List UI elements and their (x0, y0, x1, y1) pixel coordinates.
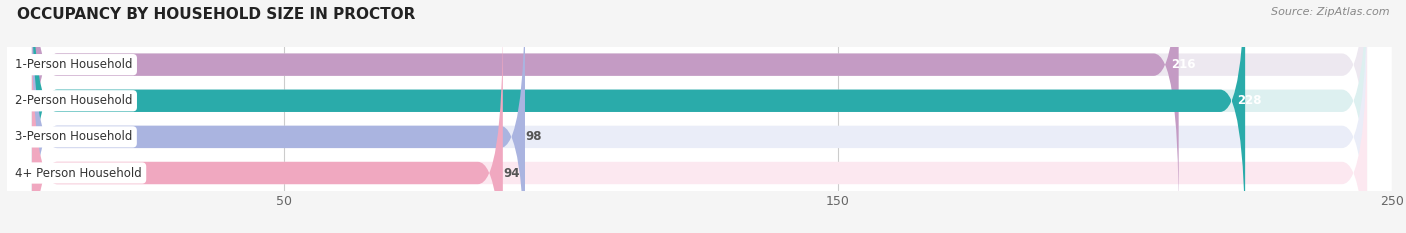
Text: 94: 94 (503, 167, 519, 179)
Text: Source: ZipAtlas.com: Source: ZipAtlas.com (1271, 7, 1389, 17)
Text: 228: 228 (1237, 94, 1261, 107)
FancyBboxPatch shape (32, 22, 1367, 233)
Text: 2-Person Household: 2-Person Household (15, 94, 132, 107)
Text: 98: 98 (524, 130, 541, 143)
FancyBboxPatch shape (32, 0, 1246, 233)
Text: OCCUPANCY BY HOUSEHOLD SIZE IN PROCTOR: OCCUPANCY BY HOUSEHOLD SIZE IN PROCTOR (17, 7, 415, 22)
FancyBboxPatch shape (32, 0, 524, 233)
FancyBboxPatch shape (32, 0, 1367, 233)
FancyBboxPatch shape (32, 0, 1367, 216)
FancyBboxPatch shape (32, 0, 1367, 233)
Text: 1-Person Household: 1-Person Household (15, 58, 132, 71)
Text: 3-Person Household: 3-Person Household (15, 130, 132, 143)
Text: 4+ Person Household: 4+ Person Household (15, 167, 142, 179)
FancyBboxPatch shape (32, 22, 503, 233)
Text: 216: 216 (1171, 58, 1195, 71)
FancyBboxPatch shape (32, 0, 1178, 216)
